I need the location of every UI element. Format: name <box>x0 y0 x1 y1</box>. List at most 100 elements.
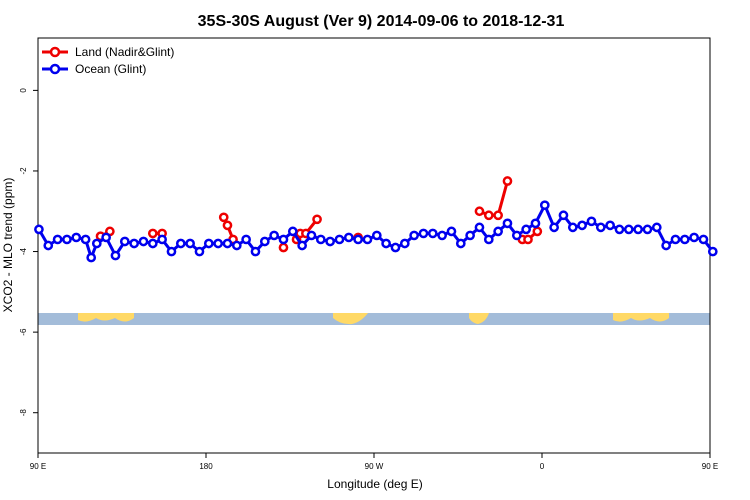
y-tick-label: -6 <box>19 328 28 336</box>
ocean-point <box>362 234 373 245</box>
ocean-mask-strip <box>38 313 710 325</box>
ocean-point <box>437 230 447 241</box>
x-tick-label: 180 <box>199 462 213 471</box>
y-axis-ticks: 0 -2 -4 -6 -8 <box>19 88 38 416</box>
x-tick-label: 90 E <box>30 462 46 471</box>
land-point <box>278 242 289 253</box>
ocean-point <box>586 216 597 227</box>
ocean-point <box>80 234 91 245</box>
legend-ocean-marker <box>49 63 61 75</box>
ocean-point <box>110 250 121 261</box>
ocean-point <box>194 246 205 257</box>
land-point <box>483 210 494 221</box>
ocean-point <box>483 234 494 245</box>
ocean-point <box>175 238 186 249</box>
ocean-point <box>325 236 335 247</box>
ocean-point <box>698 234 709 245</box>
land-mask-south-america <box>333 313 368 325</box>
ocean-point <box>343 232 354 243</box>
ocean-point <box>222 238 233 249</box>
ocean-point <box>91 238 102 249</box>
land-point <box>218 212 229 223</box>
ocean-point <box>259 236 270 247</box>
ocean-point <box>558 210 569 221</box>
ocean-point <box>390 242 401 253</box>
ocean-series <box>34 200 718 263</box>
ocean-point <box>213 238 223 249</box>
land-point <box>474 206 485 217</box>
ocean-point <box>297 240 307 251</box>
ocean-point <box>427 228 438 239</box>
land-point <box>532 226 543 237</box>
ocean-point <box>549 222 559 233</box>
ocean-point <box>129 238 139 249</box>
ocean-point <box>577 220 587 231</box>
ocean-point <box>446 226 457 237</box>
ocean-point <box>86 252 97 263</box>
ocean-point <box>43 240 54 251</box>
ocean-point <box>315 234 326 245</box>
ocean-point <box>34 224 44 235</box>
ocean-point <box>530 218 541 229</box>
ocean-point <box>241 234 251 245</box>
ocean-point <box>71 232 82 243</box>
y-tick-label: 0 <box>19 88 28 93</box>
ocean-point <box>567 222 578 233</box>
land-ocean-mask <box>38 313 710 325</box>
x-tick-label: 90 W <box>365 462 384 471</box>
ocean-point <box>278 234 289 245</box>
ocean-point <box>595 222 606 233</box>
ocean-point <box>623 224 634 235</box>
ocean-point <box>455 238 466 249</box>
land-mask-australia-east <box>613 313 669 322</box>
ocean-point <box>651 222 662 233</box>
ocean-point <box>334 234 345 245</box>
x-axis-ticks: 90 E 180 90 W 0 90 E <box>30 453 718 471</box>
ocean-point <box>474 222 485 233</box>
ocean-point <box>371 230 382 241</box>
land-point <box>523 234 533 245</box>
land-point <box>493 210 503 221</box>
ocean-point <box>465 230 475 241</box>
ocean-point <box>642 224 653 235</box>
ocean-point <box>409 230 419 241</box>
ocean-point <box>707 246 718 257</box>
land-point <box>222 220 233 231</box>
ocean-point <box>306 230 317 241</box>
x-tick-label: 90 E <box>702 462 718 471</box>
ocean-point <box>138 236 149 247</box>
x-axis-label: Longitude (deg E) <box>327 477 422 491</box>
ocean-point <box>353 234 363 245</box>
land-point <box>502 176 513 186</box>
ocean-point <box>399 238 410 249</box>
ocean-point <box>250 246 261 257</box>
ocean-point <box>203 238 214 249</box>
ocean-point <box>633 224 643 235</box>
ocean-point <box>119 236 130 247</box>
ocean-point <box>147 238 158 249</box>
ocean-point <box>166 246 177 257</box>
ocean-point <box>670 234 681 245</box>
x-tick-label: 0 <box>540 462 545 471</box>
ocean-point <box>231 240 242 251</box>
ocean-point <box>614 224 625 235</box>
ocean-point <box>62 234 72 245</box>
ocean-point <box>157 234 167 245</box>
series-layer <box>34 176 718 263</box>
chart-title: 35S-30S August (Ver 9) 2014-09-06 to 201… <box>198 13 565 30</box>
ocean-point <box>493 226 503 237</box>
ocean-point <box>185 238 195 249</box>
land-point <box>312 214 322 225</box>
ocean-point <box>269 230 279 241</box>
legend: Land (Nadir&Glint) Ocean (Glint) <box>42 45 174 76</box>
ocean-point <box>511 230 522 241</box>
ocean-point <box>679 234 690 245</box>
legend-land-marker <box>49 46 61 58</box>
ocean-point <box>605 220 615 231</box>
y-tick-label: -4 <box>19 247 28 255</box>
ocean-point <box>521 224 531 235</box>
legend-land-label: Land (Nadir&Glint) <box>75 45 174 59</box>
y-axis-label: XCO2 - MLO trend (ppm) <box>1 178 15 313</box>
ocean-point <box>381 238 391 249</box>
